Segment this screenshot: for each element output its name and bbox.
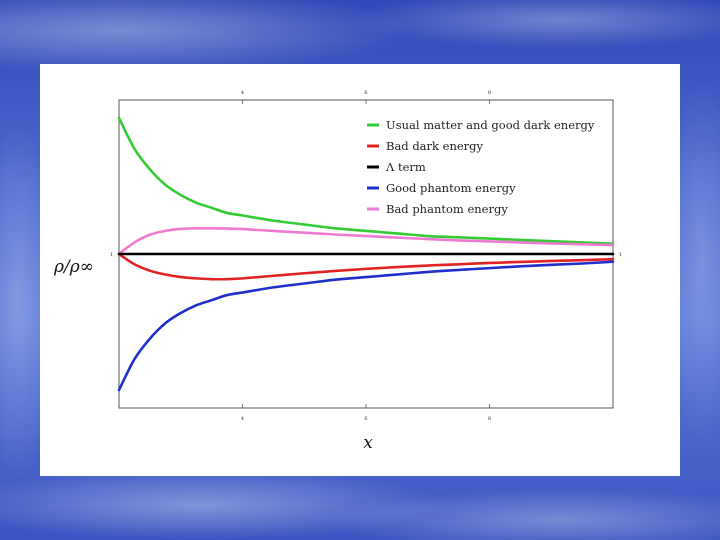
- legend-label: Bad phantom energy: [386, 202, 508, 216]
- x-axis-label: x: [363, 433, 373, 453]
- x-tick-label-top: 4: [241, 90, 244, 96]
- legend-label: Usual matter and good dark energy: [386, 118, 595, 132]
- y-tick-label-left: 1: [110, 252, 113, 258]
- y-tick-label-right: 1: [619, 252, 622, 258]
- tick-layer: 4 4 6 6 8 8 1 1: [110, 90, 622, 422]
- x-tick-label-bottom: 4: [241, 416, 244, 422]
- y-axis-label: ρ/ρ∞: [53, 257, 94, 277]
- series-line-usual-matter-and-good-dark-energy: [117, 116, 615, 246]
- slide-panel: 4 4 6 6 8 8 1 1 Usual matter and good dark ener…: [40, 64, 680, 476]
- legend-label: Λ term: [385, 160, 426, 174]
- series-line-good-phantom-energy: [117, 260, 615, 392]
- series-line-bad-phantom-energy: [117, 226, 615, 256]
- series-line-bad-dark-energy: [117, 252, 615, 281]
- x-tick-label-top: 8: [488, 90, 491, 96]
- legend-label: Bad dark energy: [386, 139, 484, 153]
- x-tick-label-top: 6: [364, 90, 367, 96]
- chart: 4 4 6 6 8 8 1 1 Usual matter and good dark ener…: [53, 90, 622, 453]
- x-tick-label-bottom: 8: [488, 416, 491, 422]
- x-tick-label-bottom: 6: [364, 416, 367, 422]
- legend: Usual matter and good dark energy Bad dar…: [367, 118, 595, 216]
- series-layer: [117, 116, 615, 392]
- legend-label: Good phantom energy: [386, 181, 516, 195]
